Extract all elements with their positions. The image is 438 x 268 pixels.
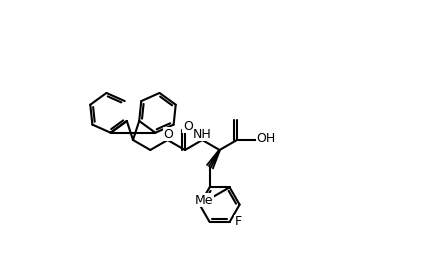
Text: Me: Me <box>195 194 214 207</box>
Text: O: O <box>183 120 193 132</box>
Text: NH: NH <box>193 128 212 140</box>
Text: F: F <box>235 215 242 228</box>
Text: OH: OH <box>256 132 276 144</box>
Text: O: O <box>164 128 173 140</box>
